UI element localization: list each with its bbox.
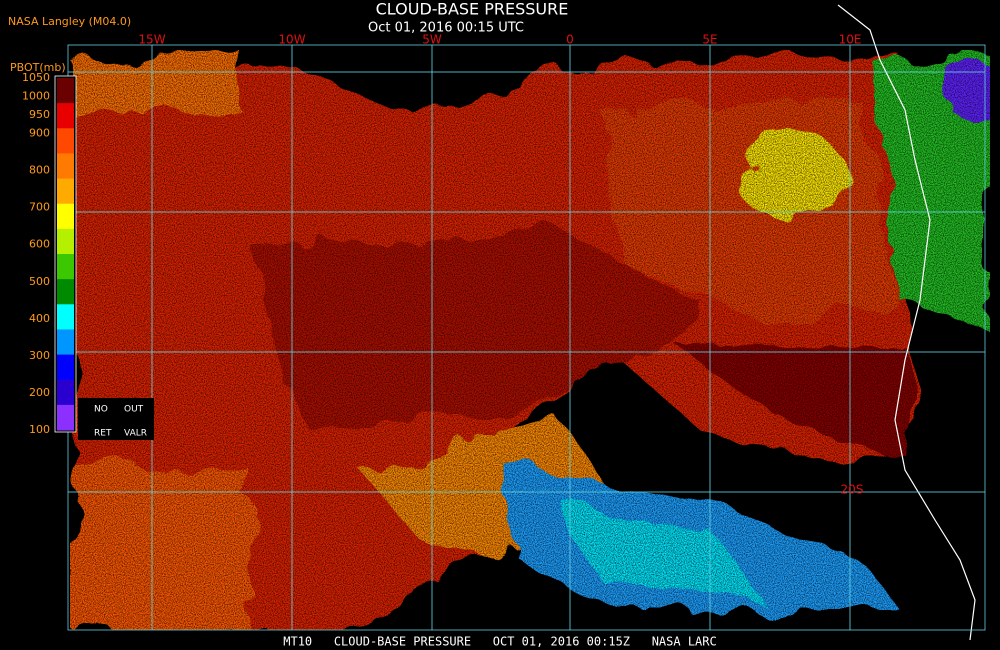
- lon-label: 15W: [138, 33, 165, 47]
- legend-tick: 400: [29, 312, 50, 325]
- valr-label: VALR: [124, 429, 147, 439]
- legend-tick: 900: [29, 127, 50, 140]
- legend-swatch: [57, 153, 74, 180]
- legend-swatch: [57, 203, 74, 230]
- legend-tick: 500: [29, 275, 50, 288]
- legend-swatch: [57, 178, 74, 205]
- graticule: 15W 10W 5W 0 5E 10E 20S: [68, 33, 985, 630]
- legend: 1050 1000 950 900 800 700 600 500 400 300 200 100 NO…: [22, 71, 154, 440]
- lon-label: 5E: [702, 33, 717, 47]
- no-label: NO: [94, 405, 108, 415]
- footer: MT10 CLOUD-BASE PRESSURE OCT 01, 2016 00…: [283, 635, 716, 649]
- legend-swatch: [57, 354, 74, 381]
- legend-swatch: [57, 103, 74, 129]
- legend-swatch: [57, 78, 74, 104]
- cloud-field: [70, 50, 990, 630]
- out-label: OUT: [124, 405, 144, 415]
- legend-swatch: [57, 304, 74, 330]
- lon-label: 10W: [278, 33, 305, 47]
- legend-label: PBOT(mb): [10, 61, 66, 74]
- lon-label: 0: [566, 33, 574, 47]
- legend-tick: 600: [29, 238, 50, 251]
- coastline: [837, 4, 976, 641]
- lon-label: 10E: [839, 33, 862, 47]
- ret-label: RET: [94, 429, 112, 439]
- legend-swatch: [57, 254, 74, 280]
- title: CLOUD-BASE PRESSURE: [376, 0, 569, 19]
- legend-tick: 200: [29, 386, 50, 399]
- legend-swatch: [57, 128, 74, 154]
- legend-tick: 700: [29, 201, 50, 214]
- source: NASA Langley (M04.0): [8, 15, 131, 28]
- legend-tick: 1000: [22, 90, 50, 103]
- legend-swatch: [57, 279, 74, 305]
- subtitle: Oct 01, 2016 00:15 UTC: [368, 21, 524, 36]
- legend-tick: 100: [29, 423, 50, 436]
- legend-tick: 1050: [22, 71, 50, 84]
- lon-label: 5W: [422, 33, 442, 47]
- legend-tick: 800: [29, 164, 50, 177]
- lat-label: 20S: [841, 483, 864, 497]
- legend-swatch: [57, 404, 74, 431]
- legend-swatch: [57, 379, 74, 406]
- missing-box: [78, 398, 154, 440]
- legend-swatch: [57, 228, 74, 255]
- legend-swatch: [57, 329, 74, 356]
- legend-tick: 950: [29, 108, 50, 121]
- legend-tick: 300: [29, 349, 50, 362]
